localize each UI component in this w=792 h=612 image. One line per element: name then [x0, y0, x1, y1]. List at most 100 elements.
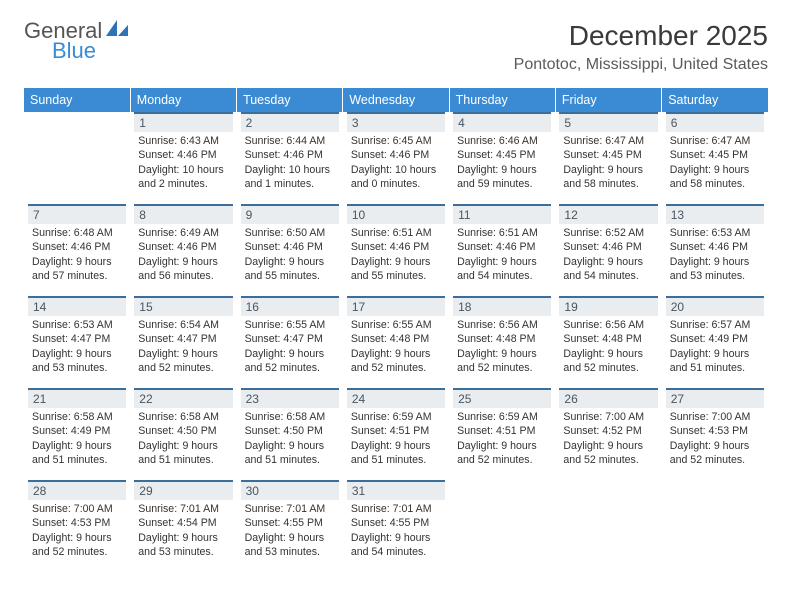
day-details: Sunrise: 6:51 AMSunset: 4:46 PMDaylight:… [453, 224, 551, 283]
calendar-day-cell: 9Sunrise: 6:50 AMSunset: 4:46 PMDaylight… [237, 204, 343, 296]
sunset-text: Sunset: 4:53 PM [670, 424, 760, 438]
daylight-text: Daylight: 10 hours and 2 minutes. [138, 163, 228, 192]
sunrise-text: Sunrise: 6:55 AM [351, 318, 441, 332]
weekday-thursday: Thursday [449, 88, 555, 112]
sunset-text: Sunset: 4:46 PM [670, 240, 760, 254]
daylight-text: Daylight: 9 hours and 52 minutes. [563, 439, 653, 468]
sunset-text: Sunset: 4:47 PM [32, 332, 122, 346]
daylight-text: Daylight: 9 hours and 52 minutes. [351, 347, 441, 376]
page-header: General Blue December 2025 Pontotoc, Mis… [24, 20, 768, 74]
calendar-day-cell: 22Sunrise: 6:58 AMSunset: 4:50 PMDayligh… [130, 388, 236, 480]
day-number: 6 [666, 112, 764, 132]
sunset-text: Sunset: 4:50 PM [138, 424, 228, 438]
sunset-text: Sunset: 4:49 PM [670, 332, 760, 346]
day-details: Sunrise: 6:55 AMSunset: 4:47 PMDaylight:… [241, 316, 339, 375]
calendar-day-cell: 30Sunrise: 7:01 AMSunset: 4:55 PMDayligh… [237, 480, 343, 572]
calendar-week-row: 1Sunrise: 6:43 AMSunset: 4:46 PMDaylight… [24, 112, 768, 204]
day-number: 3 [347, 112, 445, 132]
day-details: Sunrise: 6:54 AMSunset: 4:47 PMDaylight:… [134, 316, 232, 375]
calendar-day-cell: 29Sunrise: 7:01 AMSunset: 4:54 PMDayligh… [130, 480, 236, 572]
daylight-text: Daylight: 9 hours and 57 minutes. [32, 255, 122, 284]
sunrise-text: Sunrise: 6:43 AM [138, 134, 228, 148]
day-details: Sunrise: 6:56 AMSunset: 4:48 PMDaylight:… [559, 316, 657, 375]
day-number: 4 [453, 112, 551, 132]
calendar-day-cell: 6Sunrise: 6:47 AMSunset: 4:45 PMDaylight… [662, 112, 768, 204]
daylight-text: Daylight: 9 hours and 51 minutes. [138, 439, 228, 468]
day-details: Sunrise: 6:58 AMSunset: 4:50 PMDaylight:… [134, 408, 232, 467]
day-number: 13 [666, 204, 764, 224]
daylight-text: Daylight: 9 hours and 52 minutes. [457, 347, 547, 376]
daylight-text: Daylight: 9 hours and 55 minutes. [245, 255, 335, 284]
sunrise-text: Sunrise: 6:59 AM [457, 410, 547, 424]
calendar-day-cell: 14Sunrise: 6:53 AMSunset: 4:47 PMDayligh… [24, 296, 130, 388]
day-number: 11 [453, 204, 551, 224]
sunrise-text: Sunrise: 7:00 AM [563, 410, 653, 424]
calendar-day-cell: 19Sunrise: 6:56 AMSunset: 4:48 PMDayligh… [555, 296, 661, 388]
day-number: 28 [28, 480, 126, 500]
day-details: Sunrise: 7:00 AMSunset: 4:53 PMDaylight:… [666, 408, 764, 467]
day-details: Sunrise: 7:00 AMSunset: 4:52 PMDaylight:… [559, 408, 657, 467]
calendar-day-cell: 28Sunrise: 7:00 AMSunset: 4:53 PMDayligh… [24, 480, 130, 572]
calendar-week-row: 7Sunrise: 6:48 AMSunset: 4:46 PMDaylight… [24, 204, 768, 296]
daylight-text: Daylight: 9 hours and 54 minutes. [351, 531, 441, 560]
calendar-table: Sunday Monday Tuesday Wednesday Thursday… [24, 88, 768, 572]
sunset-text: Sunset: 4:48 PM [563, 332, 653, 346]
sunset-text: Sunset: 4:55 PM [351, 516, 441, 530]
sunrise-text: Sunrise: 6:56 AM [563, 318, 653, 332]
daylight-text: Daylight: 9 hours and 51 minutes. [245, 439, 335, 468]
daylight-text: Daylight: 9 hours and 51 minutes. [32, 439, 122, 468]
day-details: Sunrise: 6:55 AMSunset: 4:48 PMDaylight:… [347, 316, 445, 375]
calendar-day-cell: 1Sunrise: 6:43 AMSunset: 4:46 PMDaylight… [130, 112, 236, 204]
sunrise-text: Sunrise: 7:01 AM [351, 502, 441, 516]
sunset-text: Sunset: 4:53 PM [32, 516, 122, 530]
day-number: 24 [347, 388, 445, 408]
daylight-text: Daylight: 9 hours and 52 minutes. [670, 439, 760, 468]
calendar-day-cell: 2Sunrise: 6:44 AMSunset: 4:46 PMDaylight… [237, 112, 343, 204]
day-details: Sunrise: 7:01 AMSunset: 4:54 PMDaylight:… [134, 500, 232, 559]
daylight-text: Daylight: 9 hours and 52 minutes. [32, 531, 122, 560]
sunset-text: Sunset: 4:45 PM [563, 148, 653, 162]
calendar-day-cell: 25Sunrise: 6:59 AMSunset: 4:51 PMDayligh… [449, 388, 555, 480]
calendar-week-row: 21Sunrise: 6:58 AMSunset: 4:49 PMDayligh… [24, 388, 768, 480]
sunset-text: Sunset: 4:47 PM [245, 332, 335, 346]
day-number: 5 [559, 112, 657, 132]
calendar-day-cell: 31Sunrise: 7:01 AMSunset: 4:55 PMDayligh… [343, 480, 449, 572]
sail-icon [106, 20, 128, 42]
calendar-day-cell: 8Sunrise: 6:49 AMSunset: 4:46 PMDaylight… [130, 204, 236, 296]
sunset-text: Sunset: 4:51 PM [351, 424, 441, 438]
sunset-text: Sunset: 4:52 PM [563, 424, 653, 438]
day-details: Sunrise: 6:57 AMSunset: 4:49 PMDaylight:… [666, 316, 764, 375]
day-details: Sunrise: 7:01 AMSunset: 4:55 PMDaylight:… [347, 500, 445, 559]
calendar-body: 1Sunrise: 6:43 AMSunset: 4:46 PMDaylight… [24, 112, 768, 572]
title-block: December 2025 Pontotoc, Mississippi, Uni… [514, 20, 768, 74]
sunrise-text: Sunrise: 6:58 AM [245, 410, 335, 424]
daylight-text: Daylight: 9 hours and 54 minutes. [457, 255, 547, 284]
day-details: Sunrise: 6:47 AMSunset: 4:45 PMDaylight:… [559, 132, 657, 191]
day-details: Sunrise: 6:49 AMSunset: 4:46 PMDaylight:… [134, 224, 232, 283]
day-details: Sunrise: 6:52 AMSunset: 4:46 PMDaylight:… [559, 224, 657, 283]
calendar-day-cell: 24Sunrise: 6:59 AMSunset: 4:51 PMDayligh… [343, 388, 449, 480]
month-title: December 2025 [514, 20, 768, 52]
sunset-text: Sunset: 4:46 PM [138, 240, 228, 254]
sunrise-text: Sunrise: 6:52 AM [563, 226, 653, 240]
day-details: Sunrise: 6:58 AMSunset: 4:50 PMDaylight:… [241, 408, 339, 467]
day-details: Sunrise: 6:56 AMSunset: 4:48 PMDaylight:… [453, 316, 551, 375]
daylight-text: Daylight: 10 hours and 1 minutes. [245, 163, 335, 192]
sunset-text: Sunset: 4:51 PM [457, 424, 547, 438]
daylight-text: Daylight: 9 hours and 53 minutes. [138, 531, 228, 560]
sunset-text: Sunset: 4:48 PM [351, 332, 441, 346]
day-number: 27 [666, 388, 764, 408]
day-details: Sunrise: 6:59 AMSunset: 4:51 PMDaylight:… [347, 408, 445, 467]
day-details: Sunrise: 6:45 AMSunset: 4:46 PMDaylight:… [347, 132, 445, 191]
daylight-text: Daylight: 9 hours and 51 minutes. [670, 347, 760, 376]
weekday-header-row: Sunday Monday Tuesday Wednesday Thursday… [24, 88, 768, 112]
day-number: 14 [28, 296, 126, 316]
day-details: Sunrise: 6:59 AMSunset: 4:51 PMDaylight:… [453, 408, 551, 467]
day-details: Sunrise: 6:58 AMSunset: 4:49 PMDaylight:… [28, 408, 126, 467]
location-text: Pontotoc, Mississippi, United States [514, 56, 768, 74]
calendar-day-cell: 20Sunrise: 6:57 AMSunset: 4:49 PMDayligh… [662, 296, 768, 388]
day-number: 2 [241, 112, 339, 132]
calendar-day-cell: 27Sunrise: 7:00 AMSunset: 4:53 PMDayligh… [662, 388, 768, 480]
sunset-text: Sunset: 4:46 PM [563, 240, 653, 254]
calendar-week-row: 28Sunrise: 7:00 AMSunset: 4:53 PMDayligh… [24, 480, 768, 572]
